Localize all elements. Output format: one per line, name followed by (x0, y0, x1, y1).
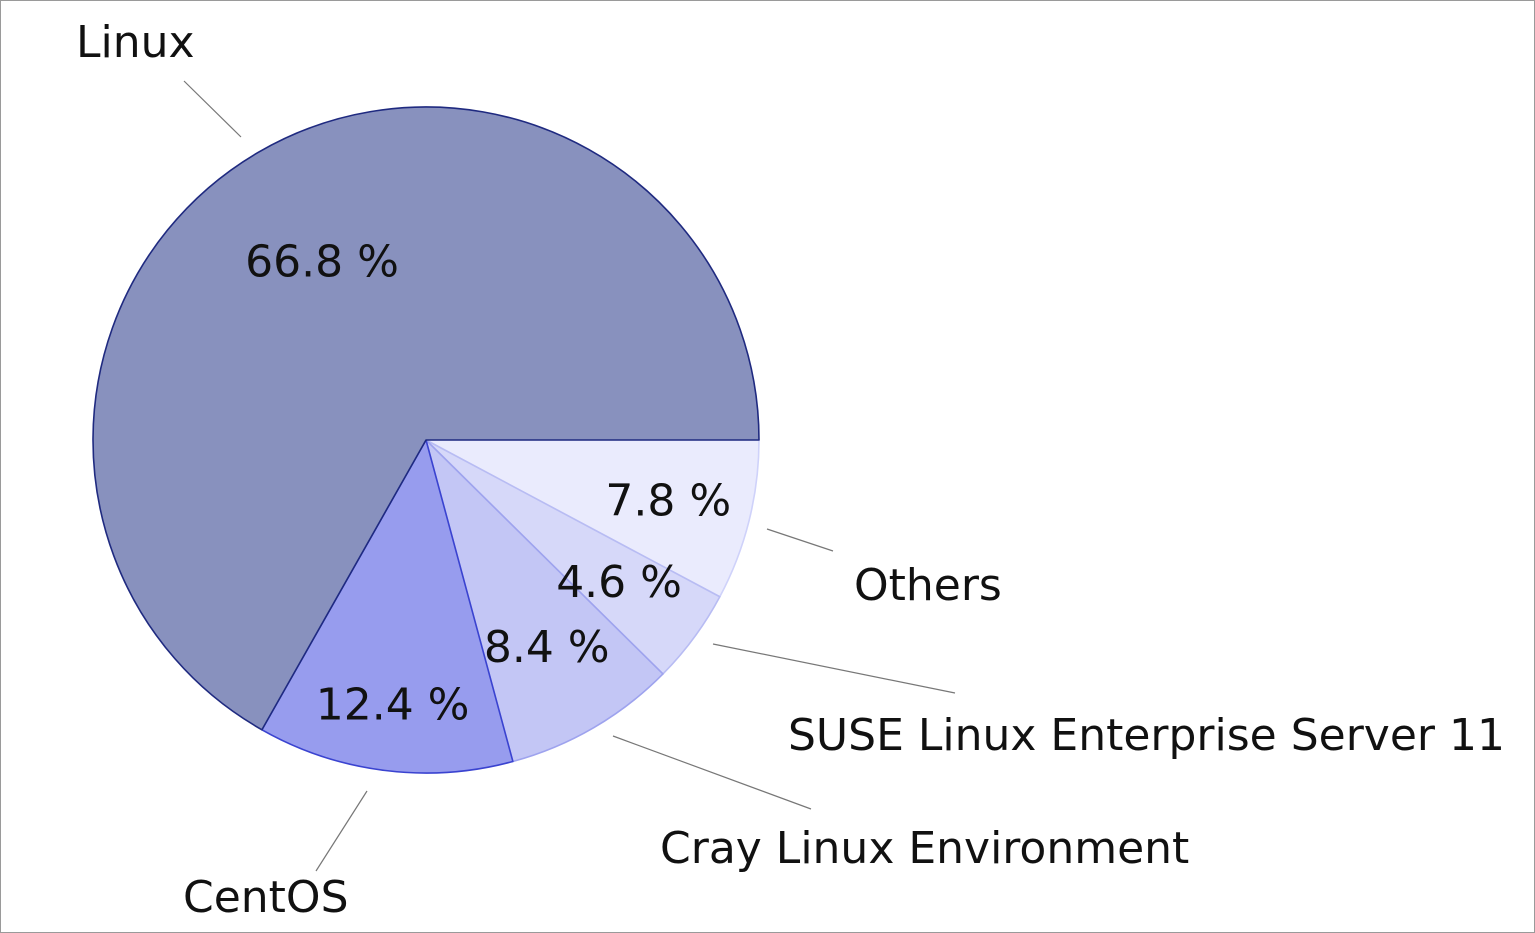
name-label-linux: Linux (76, 17, 195, 68)
slice-name-labels: Others SUSE Linux Enterprise Server 11 Cra… (76, 17, 1505, 923)
pct-label-others: 7.8 % (605, 476, 731, 527)
pie-slice-others (425, 439, 760, 598)
leader-line-cray-linux-environment (612, 735, 812, 810)
pct-label-centos: 12.4 % (316, 679, 470, 730)
leader-line-centos (315, 790, 368, 872)
percentage-labels: 7.8 % 4.6 % 8.4 % 12.4 % 66.8 % (245, 237, 731, 731)
leader-line-linux (183, 80, 242, 138)
name-label-suse-linux-enterprise-server-11: SUSE Linux Enterprise Server 11 (788, 710, 1505, 761)
leader-line-others (766, 528, 834, 552)
pie-slice-linux (92, 106, 760, 731)
leader-lines (183, 80, 956, 872)
name-label-centos: CentOS (183, 872, 349, 923)
pie-slice-cray-linux-environment (425, 439, 664, 763)
leader-line-suse-linux-enterprise-server-11 (712, 643, 956, 694)
name-label-cray-linux-environment: Cray Linux Environment (660, 823, 1189, 874)
pie-slice-centos (261, 439, 514, 774)
pct-label-cray-linux-environment: 8.4 % (484, 622, 610, 673)
pct-label-linux: 66.8 % (245, 237, 399, 288)
pct-label-suse-linux-enterprise-server-11: 4.6 % (556, 557, 682, 608)
name-label-others: Others (854, 560, 1002, 611)
pie-slices (92, 106, 760, 774)
